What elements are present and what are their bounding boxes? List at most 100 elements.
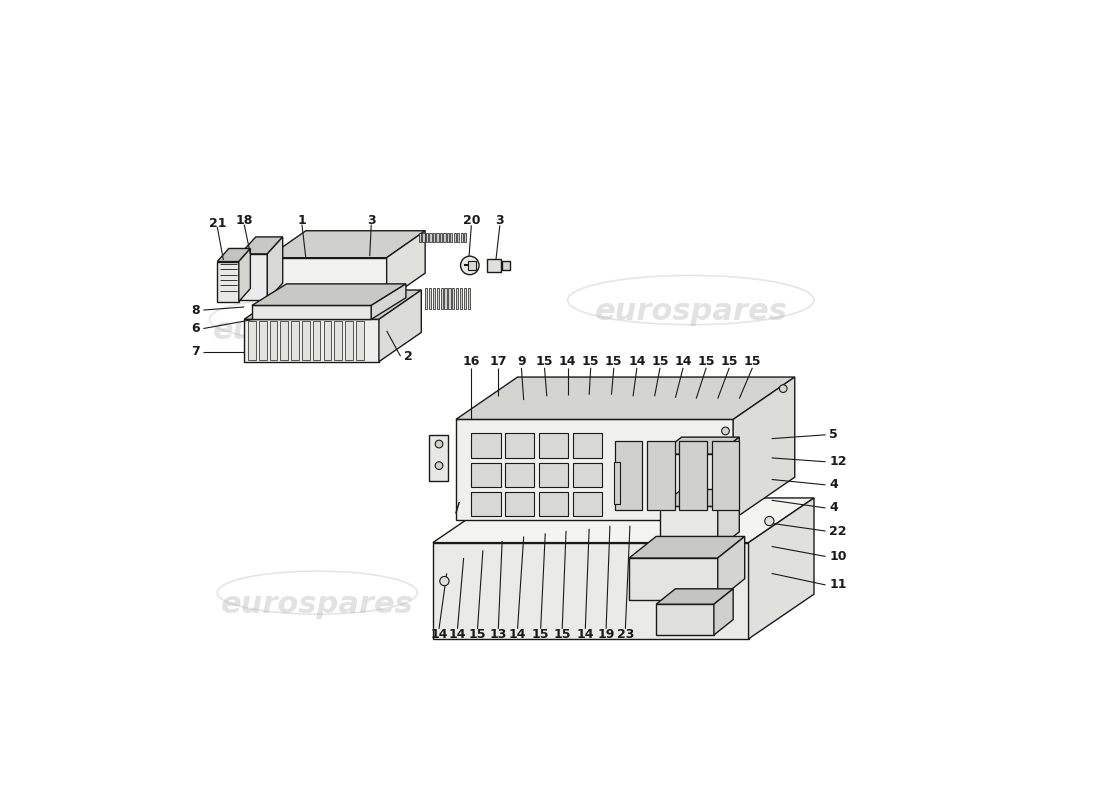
Text: 7: 7 <box>191 345 200 358</box>
Polygon shape <box>292 321 299 360</box>
Polygon shape <box>615 441 642 510</box>
Text: eurospares: eurospares <box>594 297 788 326</box>
Polygon shape <box>419 233 421 242</box>
Text: 9: 9 <box>517 355 526 368</box>
Polygon shape <box>680 441 707 510</box>
Polygon shape <box>464 233 466 242</box>
Polygon shape <box>749 498 814 639</box>
Text: 11: 11 <box>829 578 847 591</box>
Polygon shape <box>452 288 454 310</box>
Polygon shape <box>443 233 446 242</box>
Text: 4: 4 <box>829 502 838 514</box>
Polygon shape <box>345 321 353 360</box>
Polygon shape <box>717 437 739 496</box>
Polygon shape <box>429 233 431 242</box>
Text: 15: 15 <box>651 355 669 368</box>
Polygon shape <box>252 284 406 306</box>
Polygon shape <box>241 254 267 300</box>
Polygon shape <box>505 434 535 458</box>
Text: 14: 14 <box>430 629 448 642</box>
Polygon shape <box>455 288 459 310</box>
Polygon shape <box>453 233 455 242</box>
Text: 19: 19 <box>597 629 615 642</box>
Polygon shape <box>270 321 277 360</box>
Text: 12: 12 <box>829 455 847 468</box>
Text: 3: 3 <box>367 214 375 227</box>
Polygon shape <box>647 441 674 510</box>
Polygon shape <box>660 437 739 454</box>
Polygon shape <box>629 558 717 600</box>
Polygon shape <box>539 492 569 517</box>
Polygon shape <box>717 537 745 600</box>
Polygon shape <box>505 462 535 487</box>
Text: 2: 2 <box>404 350 412 362</box>
Text: 23: 23 <box>617 629 634 642</box>
Text: 13: 13 <box>490 629 507 642</box>
Circle shape <box>779 385 788 393</box>
Polygon shape <box>458 233 460 242</box>
Polygon shape <box>486 259 500 271</box>
Polygon shape <box>244 290 421 319</box>
Polygon shape <box>573 462 603 487</box>
Polygon shape <box>387 230 425 300</box>
Text: 15: 15 <box>553 629 571 642</box>
Polygon shape <box>461 233 463 242</box>
Text: 15: 15 <box>605 355 623 368</box>
Polygon shape <box>433 498 814 542</box>
Polygon shape <box>614 462 620 504</box>
Polygon shape <box>573 434 603 458</box>
Text: 15: 15 <box>582 355 600 368</box>
Polygon shape <box>714 589 733 635</box>
Text: 15: 15 <box>469 629 486 642</box>
Text: 14: 14 <box>559 355 576 368</box>
Polygon shape <box>472 462 500 487</box>
Circle shape <box>722 427 729 435</box>
Text: /: / <box>455 501 460 515</box>
Polygon shape <box>455 377 794 419</box>
Text: 1: 1 <box>298 214 306 227</box>
Polygon shape <box>218 249 251 262</box>
Polygon shape <box>505 492 535 517</box>
Polygon shape <box>656 604 714 635</box>
Polygon shape <box>468 288 470 310</box>
Polygon shape <box>356 321 363 360</box>
Polygon shape <box>429 435 449 481</box>
Polygon shape <box>472 492 500 517</box>
Text: 22: 22 <box>829 525 847 538</box>
Polygon shape <box>502 261 510 270</box>
Text: 14: 14 <box>449 629 466 642</box>
Polygon shape <box>433 542 749 639</box>
Text: 8: 8 <box>191 303 200 317</box>
Polygon shape <box>469 261 476 270</box>
Polygon shape <box>258 321 266 360</box>
Polygon shape <box>660 506 717 549</box>
Polygon shape <box>372 284 406 319</box>
Text: eurospares: eurospares <box>213 316 406 346</box>
Text: 16: 16 <box>463 355 480 368</box>
Polygon shape <box>660 454 717 496</box>
Circle shape <box>436 440 443 448</box>
Polygon shape <box>472 434 500 458</box>
Polygon shape <box>267 258 387 300</box>
Polygon shape <box>712 441 739 510</box>
Polygon shape <box>267 230 425 258</box>
Text: 5: 5 <box>829 428 838 442</box>
Text: 10: 10 <box>829 550 847 563</box>
Text: 4: 4 <box>829 478 838 491</box>
Polygon shape <box>449 288 451 310</box>
Polygon shape <box>440 288 443 310</box>
Polygon shape <box>422 233 425 242</box>
Polygon shape <box>267 237 283 300</box>
Polygon shape <box>455 419 733 519</box>
Polygon shape <box>429 288 431 310</box>
Polygon shape <box>444 288 447 310</box>
Text: 21: 21 <box>209 217 226 230</box>
Polygon shape <box>656 589 733 604</box>
Polygon shape <box>573 492 603 517</box>
Polygon shape <box>312 321 320 360</box>
Circle shape <box>764 517 774 526</box>
Text: 6: 6 <box>191 322 200 335</box>
Polygon shape <box>437 233 439 242</box>
Polygon shape <box>249 321 255 360</box>
Polygon shape <box>378 290 421 362</box>
